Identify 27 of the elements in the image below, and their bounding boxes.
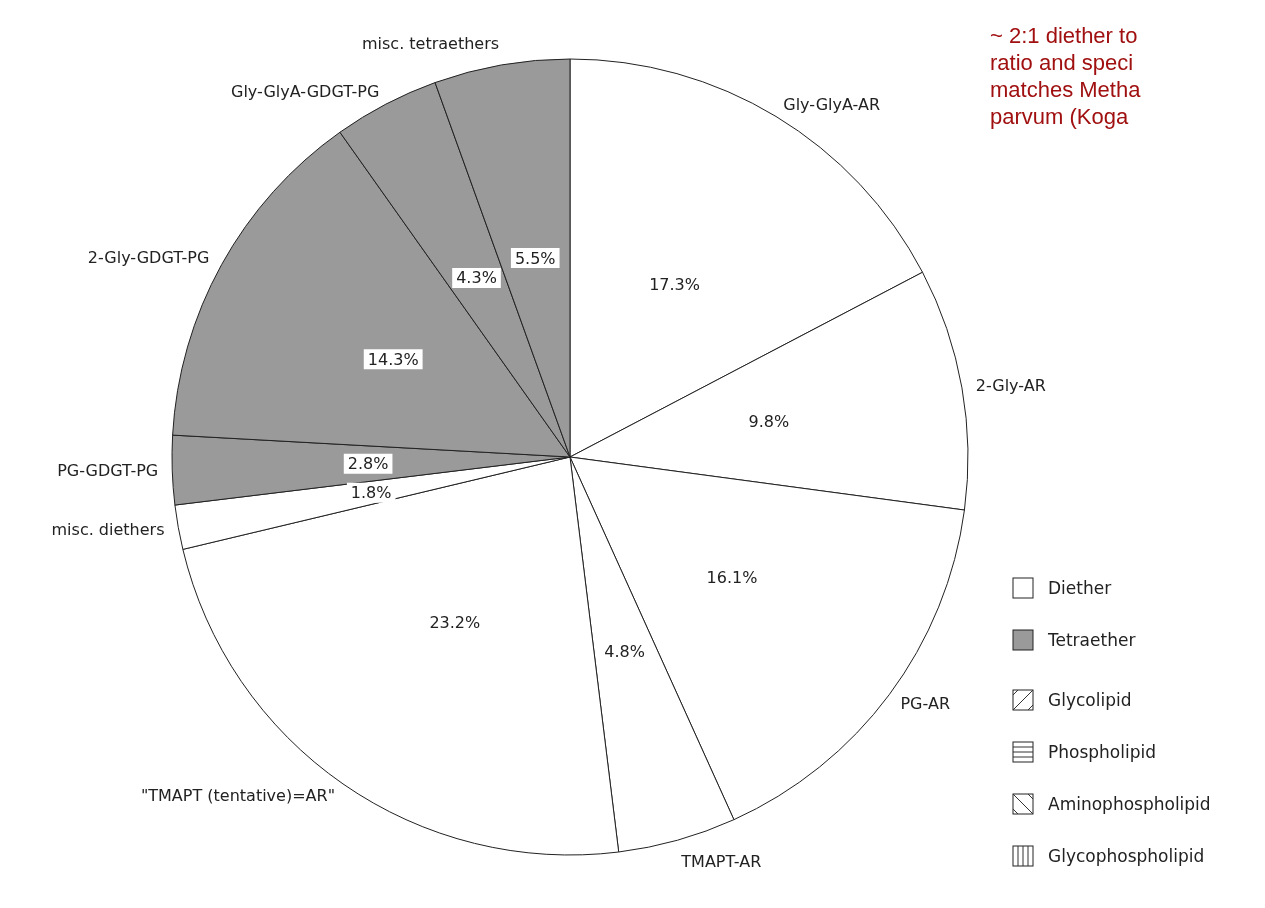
text: Glycolipid (1048, 690, 1132, 710)
data-label: 17.3% (649, 274, 700, 294)
data-label: 23.2% (429, 613, 481, 633)
slice-label: TMAPT-AR (680, 852, 762, 872)
data-label: 9.8% (748, 412, 790, 432)
text: Tetraether (1048, 630, 1136, 650)
slice-label: Gly-GlyA-GDGT-PG (231, 82, 380, 102)
slice-label: misc. tetraethers (361, 33, 500, 53)
data-label: 5.5% (514, 248, 556, 268)
text: ~ 2:1 diether to ratio and speci matches Metha parvum (Koga (990, 22, 1141, 130)
slice-label: PG-AR (900, 693, 951, 713)
data-label: 2.8% (347, 454, 389, 474)
slice-label: "TMAPT (tentative)=AR" (140, 785, 336, 805)
slice-label: misc. diethers (51, 520, 165, 540)
data-label: 4.3% (456, 268, 497, 288)
data-label: 1.8% (350, 483, 392, 503)
text: Phospholipid (1048, 742, 1157, 762)
slice-label: 2-Gly-GDGT-PG (87, 248, 210, 268)
data-label: 16.1% (706, 568, 758, 588)
slice-label: 2-Gly-AR (975, 375, 1046, 395)
text: Aminophospholipid (1048, 794, 1211, 814)
text: Glycophospholipid (1048, 846, 1205, 866)
data-label: 4.8% (604, 641, 645, 661)
slice-label: Gly-GlyA-AR (783, 94, 881, 114)
data-label: 14.3% (367, 349, 419, 369)
text: Diether (1048, 578, 1112, 598)
slice-label: PG-GDGT-PG (57, 461, 159, 481)
